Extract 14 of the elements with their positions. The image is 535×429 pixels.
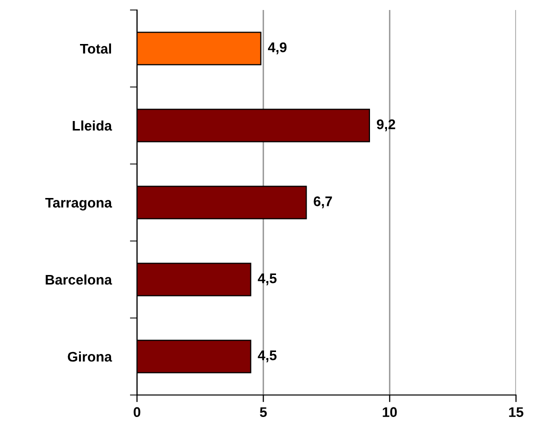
data-label: 9,2	[376, 119, 396, 132]
x-tick-label: 0	[134, 407, 140, 418]
data-label: 4,9	[268, 42, 287, 54]
y-tick-label: Girona	[68, 351, 112, 362]
x-tick-label: 15	[509, 407, 524, 418]
data-label: 4,5	[258, 350, 277, 362]
y-tick-label: Barcelona	[46, 274, 112, 285]
data-label: 6,7	[314, 196, 332, 208]
y-tick-label: Tarragona	[45, 198, 112, 210]
x-tick-label: 10	[382, 407, 397, 418]
y-tick-label: Lleida	[72, 120, 112, 131]
y-tick-label: Total	[80, 43, 112, 54]
data-label: 4,5	[258, 274, 277, 286]
x-tick-label: 5	[260, 407, 267, 418]
